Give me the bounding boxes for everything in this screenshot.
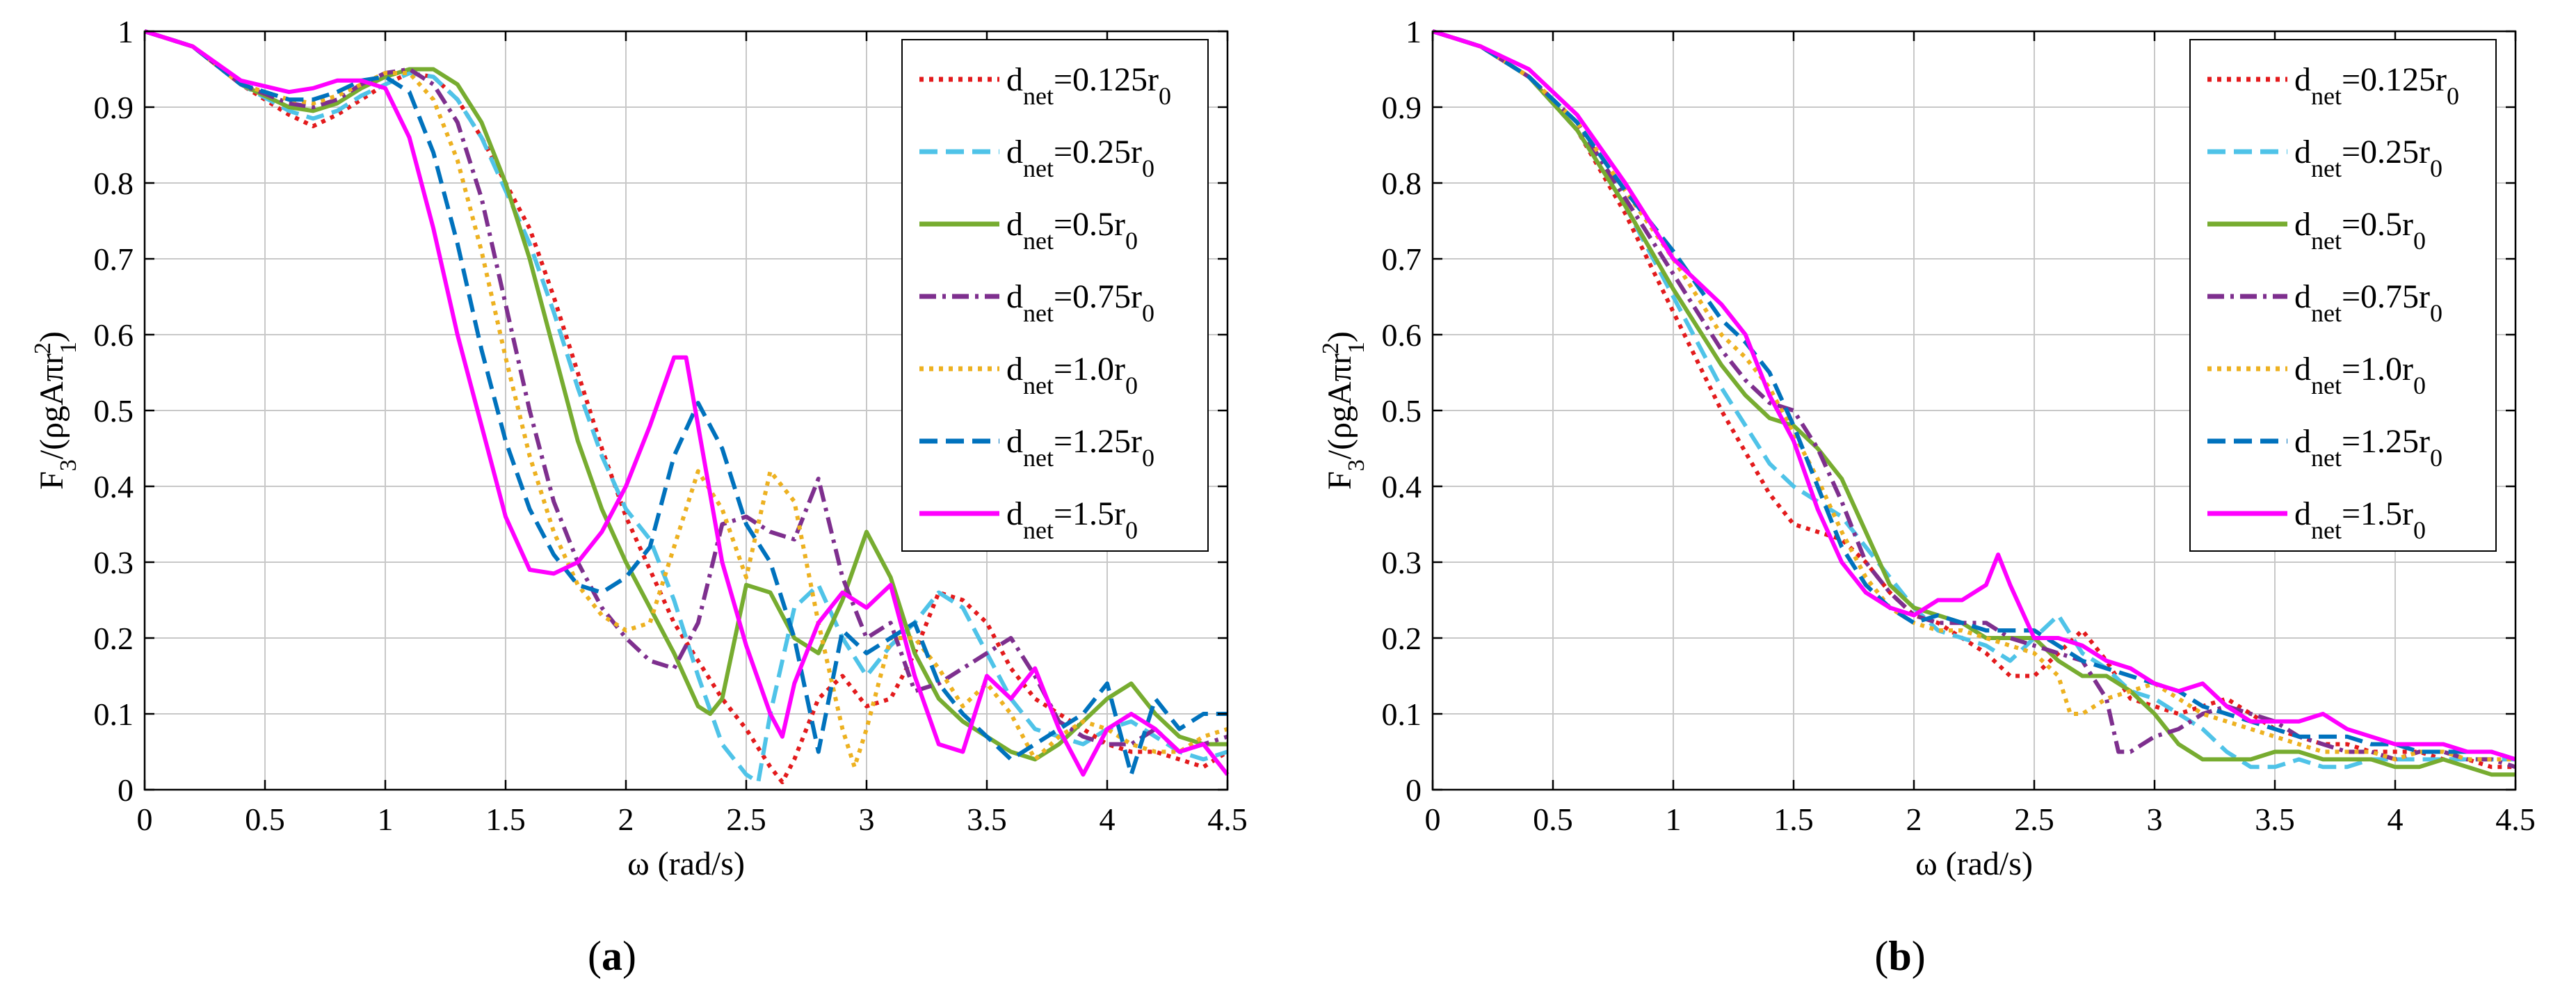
x-tick-label: 2.5 (726, 802, 766, 837)
legend-label: dnet=0.125r0 (2294, 61, 2459, 110)
legend-label: dnet=0.25r0 (2294, 134, 2442, 182)
y-tick-label: 0.6 (1382, 317, 1422, 353)
y-tick-label: 0.8 (1382, 166, 1422, 201)
y-tick-label: 0.5 (1382, 393, 1422, 429)
y-tick-label: 0.1 (94, 696, 134, 732)
series-line-d10 (1432, 29, 2515, 762)
series-line-d15 (1432, 29, 2516, 762)
legend-label: dnet=0.75r0 (1006, 278, 1154, 327)
legend-label: dnet=1.0r0 (1006, 351, 1138, 399)
x-tick-label: 1 (378, 802, 394, 837)
x-tick-label: 3 (2147, 802, 2163, 837)
series-line-d125 (144, 29, 1227, 777)
y-axis-label: F3/(ρgAπr12) (30, 331, 81, 490)
series-line-d025 (1432, 29, 2515, 770)
y-tick-label: 0 (118, 772, 134, 808)
panel-label-b: (b) (1874, 933, 1926, 979)
x-tick-label: 1.5 (485, 802, 526, 837)
y-tick-label: 0.9 (94, 90, 134, 125)
legend-label: dnet=1.25r0 (1006, 423, 1154, 472)
series-line-d125 (1432, 29, 2516, 762)
y-tick-label: 0.2 (94, 621, 134, 656)
y-tick-label: 0.8 (94, 166, 134, 201)
legend-label: dnet=0.5r0 (1006, 206, 1138, 255)
y-axis-label: F3/(ρgAπr12) (1318, 331, 1369, 490)
y-tick-label: 0.3 (94, 545, 134, 580)
legend-label: dnet=1.0r0 (2294, 351, 2426, 399)
ticks: 0 0.5 1 1.5 2 2.5 3 3.5 4 4.5 0 0.1 0.2 0.3 0.4 0.5 0.6 0… (1382, 14, 2536, 837)
x-tick-label: 0.5 (245, 802, 285, 837)
y-tick-label: 0.1 (1382, 696, 1422, 732)
series-group (1432, 29, 2516, 777)
series-line-d05 (144, 29, 1227, 762)
legend-label: dnet=1.5r0 (1006, 495, 1138, 544)
x-tick-label: 3 (859, 802, 875, 837)
legend-label: dnet=0.5r0 (2294, 206, 2426, 255)
y-tick-label: 0.4 (94, 469, 134, 504)
y-tick-label: 0.7 (1382, 241, 1422, 277)
series-line-d0125 (1432, 29, 2515, 770)
y-tick-label: 1 (1406, 14, 1422, 49)
y-tick-label: 0.7 (94, 241, 134, 277)
x-axis-label: ω (rad/s) (627, 845, 745, 882)
y-tick-label: 0.5 (94, 393, 134, 429)
legend-label: dnet=1.5r0 (2294, 495, 2426, 544)
legend: dnet=0.125r0 dnet=0.25r0 dnet=0.5r0 dnet=0.… (2189, 39, 2497, 552)
legend-label: dnet=0.75r0 (2294, 278, 2442, 327)
legend: dnet=0.125r0 dnet=0.25r0 dnet=0.5r0 dnet=0.… (901, 39, 1209, 552)
x-tick-label: 0 (1425, 802, 1441, 837)
series-line-d025 (144, 29, 1228, 785)
y-tick-label: 0.4 (1382, 469, 1422, 504)
legend-label: dnet=0.125r0 (1006, 61, 1171, 110)
y-tick-label: 0.3 (1382, 545, 1422, 580)
x-tick-label: 3.5 (2255, 802, 2295, 837)
y-tick-label: 0.2 (1382, 621, 1422, 656)
ticks: 0 0.5 1 1.5 2 2.5 3 3.5 4 4.5 0 0.1 0.2 0.3 0.4 0.5 0.6 0… (94, 14, 1248, 837)
x-tick-label: 2 (1906, 802, 1922, 837)
x-tick-label: 3.5 (967, 802, 1007, 837)
y-tick-label: 0 (1406, 772, 1422, 808)
chart-a: 0 0.5 1 1.5 2 2.5 3 3.5 4 4.5 0 0.1 0.2 0.3 0.4 0.5 0.6 0… (30, 14, 1248, 882)
x-tick-label: 1.5 (1773, 802, 1814, 837)
x-tick-label: 2.5 (2014, 802, 2054, 837)
x-tick-label: 4.5 (1207, 802, 1248, 837)
x-tick-label: 4 (1100, 802, 1116, 837)
x-tick-label: 2 (618, 802, 634, 837)
legend-label: dnet=1.25r0 (2294, 423, 2442, 472)
panel-label-a: (a) (588, 933, 636, 979)
legend-label: dnet=0.25r0 (1006, 134, 1154, 182)
x-tick-label: 0 (137, 802, 153, 837)
y-tick-label: 0.6 (94, 317, 134, 353)
y-tick-label: 1 (118, 14, 134, 49)
x-tick-label: 0.5 (1533, 802, 1573, 837)
x-tick-label: 1 (1666, 802, 1682, 837)
x-axis-label: ω (rad/s) (1915, 845, 2033, 882)
series-group (144, 29, 1230, 785)
x-tick-label: 4.5 (2495, 802, 2536, 837)
chart-b: 0 0.5 1 1.5 2 2.5 3 3.5 4 4.5 0 0.1 0.2 0.3 0.4 0.5 0.6 0… (1318, 14, 2536, 882)
x-tick-label: 4 (2388, 802, 2404, 837)
series-line-d15 (144, 29, 1230, 777)
y-tick-label: 0.9 (1382, 90, 1422, 125)
